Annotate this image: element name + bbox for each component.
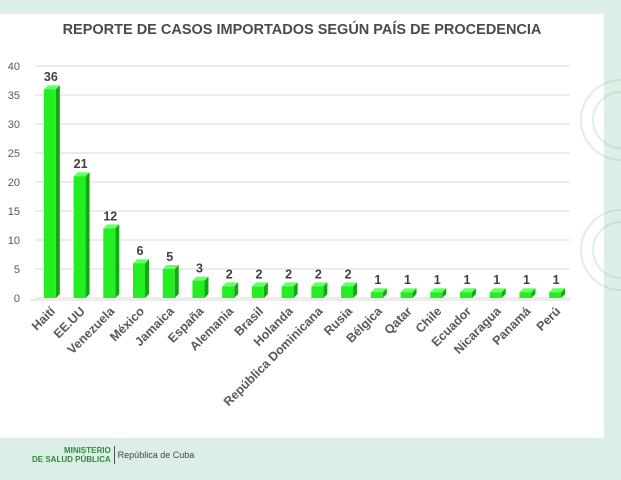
ministry-line-1: MINISTERIO [64,446,111,455]
data-label: 1 [374,273,381,287]
data-label: 1 [463,273,470,287]
bar-top [281,282,298,287]
bar-side [115,224,120,298]
bar-side [442,288,447,298]
bar [73,176,86,298]
bar-top [311,282,328,287]
bar [162,269,175,298]
ministry-name: MINISTERIO DE SALUD PÚBLICA [32,446,111,464]
data-label: 2 [285,267,292,281]
bar-top [400,288,417,293]
bar [133,263,146,298]
y-tick-label: 35 [8,90,20,102]
bar-top [430,288,447,293]
bar [459,292,472,298]
bar-side [234,282,239,298]
data-label: 21 [74,157,88,171]
bar [370,292,383,298]
y-tick-label: 5 [14,264,20,276]
y-tick-label: 40 [8,61,20,73]
bar-top [133,259,150,264]
bar-top [222,282,239,287]
data-label: 2 [226,267,233,281]
bar-top [459,288,476,293]
bar [103,228,116,298]
bar-side [204,276,209,298]
bar [519,292,532,298]
y-tick-label: 30 [8,119,20,131]
bar-side [55,85,60,298]
logo-separator [113,446,115,464]
data-label: 1 [553,273,560,287]
data-label: 2 [315,267,322,281]
ministry-line-2: DE SALUD PÚBLICA [32,455,111,464]
data-label: 6 [137,244,144,258]
y-tick-label: 20 [8,177,20,189]
bar-top [489,288,506,293]
bar-top [341,282,358,287]
y-tick-label: 15 [8,206,20,218]
bar-top [43,85,60,90]
bar-top [549,288,566,293]
bar-side [174,265,179,298]
bar [549,292,562,298]
data-label: 2 [345,267,352,281]
footer-logo: MINISTERIO DE SALUD PÚBLICA República de… [32,446,194,464]
bar [222,286,235,298]
bar-side [531,288,536,298]
bar-side [382,288,387,298]
data-label: 1 [523,273,530,287]
bar-side [263,282,268,298]
bar-top [251,282,268,287]
data-label: 36 [44,70,58,84]
bar-top [519,288,536,293]
bar-side [85,172,90,298]
y-tick-label: 10 [8,235,20,247]
data-label: 2 [255,267,262,281]
bar-side [412,288,417,298]
bar-side [293,282,298,298]
bar-top [370,288,387,293]
bar-side [323,282,328,298]
data-label: 1 [404,273,411,287]
data-label: 5 [166,250,173,264]
data-label: 1 [493,273,500,287]
bar-side [145,259,150,298]
bar-top [162,265,179,269]
x-tick-label: Qatar [382,304,415,337]
country-name: República de Cuba [117,450,195,460]
data-label: 3 [196,262,203,276]
bar [489,292,502,298]
data-label: 1 [434,273,441,287]
background-ornament [580,79,621,291]
y-tick-label: 25 [8,148,20,160]
bar [43,89,56,298]
bar-side [471,288,476,298]
x-tick-label: Perú [534,304,564,334]
bar-top [73,172,90,177]
bar-side [501,288,506,298]
bar [311,286,324,298]
bar-top [103,224,120,229]
y-tick-label: 0 [14,293,20,305]
bar [341,286,354,298]
bar [400,292,413,298]
bar [251,286,264,298]
bar-side [353,282,358,298]
chart-card: REPORTE DE CASOS IMPORTADOS SEGÚN PAÍS D… [0,14,604,438]
data-label: 12 [103,209,117,223]
bar-top [192,276,209,281]
bar [192,280,205,298]
bar [281,286,294,298]
chart-title: REPORTE DE CASOS IMPORTADOS SEGÚN PAÍS D… [62,22,542,38]
bar [430,292,443,298]
bar-side [561,288,566,298]
